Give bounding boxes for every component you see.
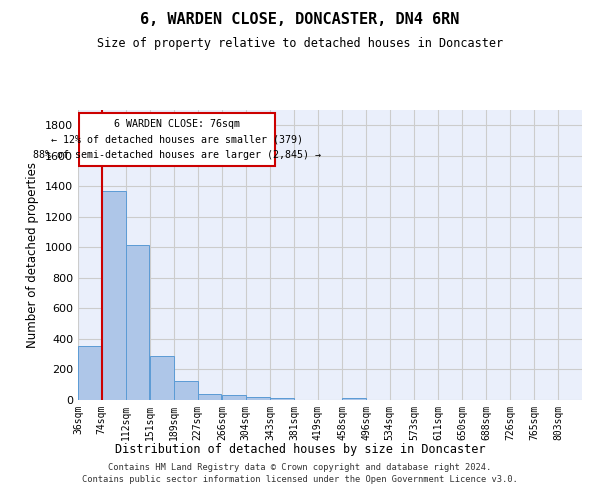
Bar (150, 356, 174, 400)
Text: Contains HM Land Registry data © Crown copyright and database right 2024.
Contai: Contains HM Land Registry data © Crown c… (82, 462, 518, 484)
FancyBboxPatch shape (79, 114, 275, 166)
Text: 6, WARDEN CLOSE, DONCASTER, DN4 6RN: 6, WARDEN CLOSE, DONCASTER, DN4 6RN (140, 12, 460, 28)
Bar (270, 398, 294, 400)
Bar (222, 395, 246, 400)
Bar (174, 381, 197, 400)
Bar (78, 346, 102, 400)
Text: 6 WARDEN CLOSE: 76sqm
← 12% of detached houses are smaller (379)
88% of semi-det: 6 WARDEN CLOSE: 76sqm ← 12% of detached … (33, 119, 321, 160)
Bar (197, 394, 221, 400)
Bar (342, 398, 366, 400)
Y-axis label: Number of detached properties: Number of detached properties (26, 162, 40, 348)
Text: Distribution of detached houses by size in Doncaster: Distribution of detached houses by size … (115, 442, 485, 456)
Bar (102, 191, 125, 400)
Bar (246, 396, 269, 400)
Bar (125, 245, 149, 400)
Text: Size of property relative to detached houses in Doncaster: Size of property relative to detached ho… (97, 38, 503, 51)
